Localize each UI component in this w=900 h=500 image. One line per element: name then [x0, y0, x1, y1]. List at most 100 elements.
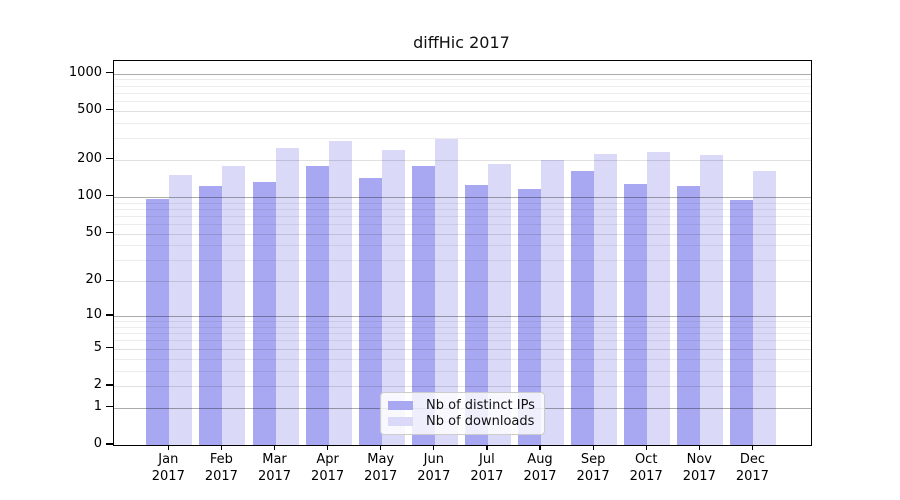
y-tick-mark-1000 [106, 71, 113, 74]
x-tick-year: 2017 [735, 468, 769, 484]
x-tick-label-apr: Apr 2017 [300, 452, 356, 485]
bar-nov-downloads [700, 154, 724, 445]
bar-jun-distinct-ips [411, 166, 435, 445]
gridline-900 [114, 79, 811, 81]
bar-sep-distinct-ips [571, 171, 595, 445]
x-tick-label-jun: Jun 2017 [406, 452, 462, 485]
x-tick-label-sep: Sep 2017 [565, 452, 621, 485]
x-tick-year: 2017 [470, 468, 504, 484]
legend-label-downloads: Nb of downloads [426, 414, 535, 430]
legend-swatch-distinct-ips [388, 400, 413, 410]
x-tick-label-feb: Feb 2017 [193, 452, 249, 485]
y-tick-mark-5 [106, 347, 113, 349]
x-tick-month: Mar [262, 452, 287, 467]
bar-dec-distinct-ips [730, 200, 754, 445]
x-tick-label-oct: Oct 2017 [618, 452, 674, 485]
bar-oct-distinct-ips [624, 183, 648, 445]
x-tick-month: Jan [158, 452, 179, 467]
x-tick-month: Sep [580, 452, 606, 467]
x-tick-mark-aug [539, 444, 541, 450]
x-tick-mark-jan [167, 444, 169, 450]
bar-jan-distinct-ips [146, 199, 170, 445]
y-tick-mark-10 [106, 314, 113, 316]
y-tick-label-100: 100 [77, 187, 102, 203]
legend: Nb of distinct IPs Nb of downloads [380, 392, 545, 435]
x-tick-year: 2017 [629, 468, 663, 484]
bar-oct-downloads [647, 151, 671, 445]
chart-title: diffHic 2017 [413, 33, 510, 52]
y-tick-label-5: 5 [93, 339, 102, 355]
x-tick-mark-oct [645, 444, 647, 450]
legend-item-distinct-ips: Nb of distinct IPs [388, 398, 536, 413]
x-tick-year: 2017 [204, 468, 238, 484]
x-tick-mark-feb [220, 444, 223, 450]
bar-nov-distinct-ips [677, 186, 701, 445]
x-tick-year: 2017 [364, 468, 398, 484]
x-tick-year: 2017 [151, 468, 185, 484]
y-tick-label-50: 50 [85, 224, 102, 240]
y-tick-label-20: 20 [85, 272, 102, 288]
x-tick-month: Aug [527, 452, 553, 467]
x-tick-year: 2017 [523, 468, 557, 484]
gridline-600 [114, 101, 811, 102]
x-tick-label-jul: Jul 2017 [459, 452, 515, 485]
x-tick-mark-apr [327, 444, 329, 450]
x-tick-label-dec: Dec 2017 [724, 452, 780, 485]
y-tick-label-1000: 1000 [68, 64, 102, 80]
y-tick-mark-200 [106, 158, 113, 160]
x-tick-month: Jul [479, 452, 495, 467]
gridline-700 [114, 92, 811, 94]
y-tick-mark-20 [106, 279, 113, 281]
x-tick-month: May [367, 452, 395, 467]
gridline-400 [114, 122, 811, 124]
legend-swatch-downloads [388, 417, 413, 427]
gridline-300 [114, 138, 811, 140]
bar-aug-distinct-ips [518, 188, 541, 445]
legend-item-downloads: Nb of downloads [388, 414, 536, 429]
bar-apr-distinct-ips [305, 166, 329, 445]
bar-sep-downloads [594, 154, 618, 445]
x-tick-label-mar: Mar 2017 [247, 452, 303, 485]
bar-jul-downloads [487, 163, 511, 445]
y-tick-label-2: 2 [93, 376, 102, 392]
x-tick-year: 2017 [257, 468, 292, 484]
x-tick-label-aug: Aug 2017 [512, 452, 568, 485]
x-tick-mark-sep [592, 444, 594, 450]
bar-jul-distinct-ips [464, 185, 488, 445]
x-tick-year: 2017 [576, 468, 610, 484]
x-tick-year: 2017 [417, 468, 451, 484]
x-tick-mark-may [380, 444, 382, 450]
y-tick-mark-500 [106, 109, 113, 111]
plot-area [113, 60, 812, 446]
x-tick-month: Feb [209, 452, 233, 467]
bar-jan-downloads [169, 174, 193, 445]
y-tick-label-1: 1 [93, 398, 102, 414]
x-tick-label-may: May 2017 [353, 452, 409, 485]
y-tick-mark-50 [106, 232, 113, 234]
x-tick-label-nov: Nov 2017 [671, 452, 727, 485]
legend-label-distinct-ips: Nb of distinct IPs [426, 397, 535, 413]
x-tick-month: Nov [686, 452, 712, 467]
gridline-500 [114, 110, 811, 112]
x-tick-year: 2017 [682, 468, 716, 484]
gridline-1000 [114, 73, 811, 75]
x-tick-year: 2017 [311, 468, 345, 484]
bar-feb-downloads [222, 166, 246, 445]
x-tick-mark-nov [698, 444, 700, 450]
x-tick-mark-jul [486, 444, 488, 450]
y-tick-mark-100 [106, 195, 113, 197]
bar-jun-downloads [434, 139, 458, 445]
bar-mar-downloads [275, 147, 299, 445]
bar-apr-downloads [328, 141, 352, 445]
y-tick-mark-0 [106, 443, 113, 445]
bar-feb-distinct-ips [199, 186, 223, 445]
x-tick-month: Dec [739, 452, 765, 467]
y-tick-label-500: 500 [77, 101, 102, 117]
y-tick-mark-1 [106, 406, 113, 408]
x-tick-label-jan: Jan 2017 [140, 452, 196, 485]
x-tick-mark-dec [751, 444, 754, 450]
bar-dec-downloads [753, 171, 777, 445]
y-tick-mark-2 [106, 384, 113, 386]
x-tick-mark-mar [273, 444, 276, 450]
x-tick-mark-jun [433, 444, 435, 450]
